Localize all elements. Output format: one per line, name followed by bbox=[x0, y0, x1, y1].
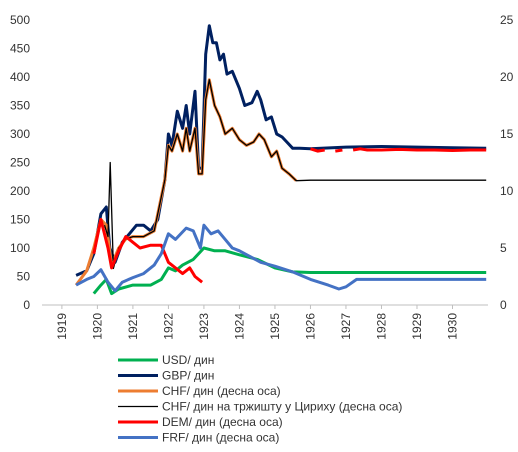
y-tick-label: 450 bbox=[10, 42, 30, 56]
x-tick-label: 1925 bbox=[268, 313, 282, 340]
x-tick-label: 1921 bbox=[126, 313, 140, 340]
series-line bbox=[75, 24, 487, 277]
y-tick-label: 50 bbox=[17, 270, 31, 284]
x-tick-label: 1928 bbox=[374, 313, 388, 340]
series-line bbox=[75, 223, 487, 293]
legend-label: USD/ дин bbox=[162, 353, 214, 367]
series-line bbox=[103, 79, 487, 270]
x-tick-label: 1926 bbox=[303, 313, 317, 340]
y-tick-label: 200 bbox=[10, 184, 30, 198]
y2-tick-label: 0 bbox=[500, 298, 507, 312]
y-tick-label: 500 bbox=[10, 13, 30, 27]
y-tick-label: 150 bbox=[10, 213, 30, 227]
x-tick-label: 1922 bbox=[161, 313, 175, 340]
y-tick-label: 350 bbox=[10, 99, 30, 113]
y-tick-label: 100 bbox=[10, 241, 30, 255]
x-tick-label: 1927 bbox=[339, 313, 353, 340]
x-tick-label: 1930 bbox=[445, 313, 459, 340]
y2-tick-label: 25 bbox=[500, 13, 514, 27]
x-tick-label: 1920 bbox=[90, 313, 104, 340]
legend-label: CHF/ дин на тржишту у Цириху (десна оса) bbox=[162, 400, 402, 414]
x-tick-label: 1923 bbox=[197, 313, 211, 340]
y-tick-label: 300 bbox=[10, 127, 30, 141]
y-tick-label: 0 bbox=[23, 298, 30, 312]
y2-tick-label: 10 bbox=[500, 184, 514, 198]
legend-label: CHF/ дин (десна оса) bbox=[162, 384, 281, 398]
y-tick-label: 400 bbox=[10, 70, 30, 84]
x-tick-label: 1919 bbox=[55, 313, 69, 340]
x-tick-label: 1929 bbox=[410, 313, 424, 340]
x-tick-label: 1924 bbox=[232, 313, 246, 340]
legend-label: FRF/ дин (десна оса) bbox=[162, 431, 279, 445]
legend-label: DEM/ дин (десна оса) bbox=[162, 415, 283, 429]
legend-label: GBP/ дин bbox=[162, 369, 214, 383]
y2-tick-label: 15 bbox=[500, 127, 514, 141]
y2-tick-label: 5 bbox=[500, 241, 507, 255]
series-line bbox=[92, 147, 487, 284]
y2-tick-label: 20 bbox=[500, 70, 514, 84]
y-tick-label: 250 bbox=[10, 156, 30, 170]
